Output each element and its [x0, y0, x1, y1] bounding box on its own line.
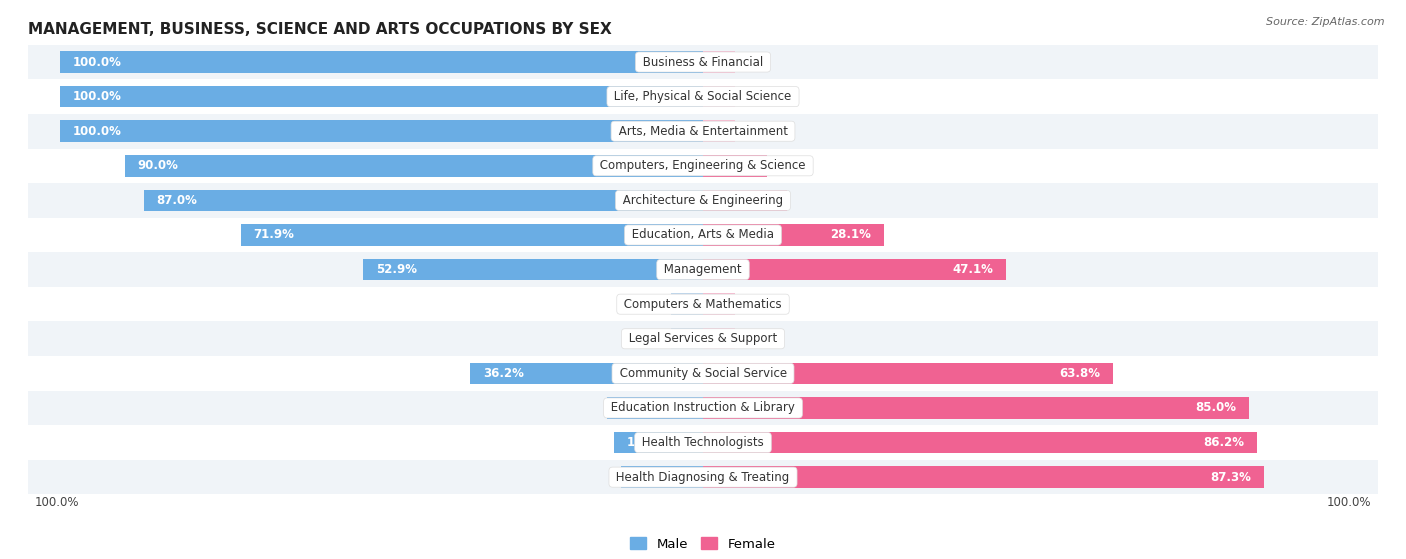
Bar — [28, 183, 1378, 217]
Text: 100.0%: 100.0% — [35, 496, 79, 509]
Bar — [143, 190, 703, 211]
Bar — [28, 79, 1378, 114]
Bar — [363, 259, 703, 280]
Bar — [28, 114, 1378, 149]
Bar — [703, 190, 786, 211]
Text: 90.0%: 90.0% — [138, 159, 179, 172]
Text: 0.0%: 0.0% — [710, 90, 740, 103]
Bar — [125, 155, 703, 177]
Text: 12.7%: 12.7% — [634, 471, 675, 484]
Bar — [28, 460, 1378, 495]
Bar — [60, 121, 703, 142]
Text: 100.0%: 100.0% — [1327, 496, 1371, 509]
Text: 100.0%: 100.0% — [73, 55, 122, 69]
Text: Arts, Media & Entertainment: Arts, Media & Entertainment — [614, 125, 792, 138]
Bar — [703, 121, 735, 142]
Text: 0.0%: 0.0% — [710, 298, 740, 311]
Text: MANAGEMENT, BUSINESS, SCIENCE AND ARTS OCCUPATIONS BY SEX: MANAGEMENT, BUSINESS, SCIENCE AND ARTS O… — [28, 22, 612, 36]
Bar — [28, 45, 1378, 79]
Text: 87.0%: 87.0% — [156, 194, 198, 207]
Text: 85.0%: 85.0% — [1195, 401, 1236, 414]
Bar — [28, 356, 1378, 391]
Text: 0.0%: 0.0% — [666, 332, 696, 345]
Bar — [28, 252, 1378, 287]
Text: 87.3%: 87.3% — [1211, 471, 1251, 484]
Bar — [28, 287, 1378, 321]
Text: Computers, Engineering & Science: Computers, Engineering & Science — [596, 159, 810, 172]
Text: Management: Management — [661, 263, 745, 276]
Text: 100.0%: 100.0% — [73, 125, 122, 138]
Bar — [703, 397, 1250, 419]
Text: Education Instruction & Library: Education Instruction & Library — [607, 401, 799, 414]
Text: Business & Financial: Business & Financial — [638, 55, 768, 69]
Bar — [471, 363, 703, 384]
Text: 13.0%: 13.0% — [733, 194, 773, 207]
Text: 71.9%: 71.9% — [253, 229, 295, 241]
Bar — [60, 86, 703, 107]
Bar — [28, 217, 1378, 252]
Text: 10.0%: 10.0% — [714, 159, 755, 172]
Text: 86.2%: 86.2% — [1204, 436, 1244, 449]
Bar — [703, 155, 768, 177]
Text: 0.0%: 0.0% — [710, 332, 740, 345]
Text: 47.1%: 47.1% — [952, 263, 993, 276]
Bar — [614, 432, 703, 453]
Text: 52.9%: 52.9% — [375, 263, 416, 276]
Bar — [240, 224, 703, 246]
Text: 63.8%: 63.8% — [1059, 367, 1101, 380]
Text: 100.0%: 100.0% — [73, 90, 122, 103]
Bar — [671, 328, 703, 349]
Bar — [28, 425, 1378, 460]
Legend: Male, Female: Male, Female — [626, 532, 780, 556]
Text: Architecture & Engineering: Architecture & Engineering — [619, 194, 787, 207]
Bar — [703, 51, 735, 73]
Bar — [703, 328, 735, 349]
Text: Source: ZipAtlas.com: Source: ZipAtlas.com — [1267, 17, 1385, 27]
Text: 0.0%: 0.0% — [666, 298, 696, 311]
Text: Education, Arts & Media: Education, Arts & Media — [628, 229, 778, 241]
Bar — [28, 149, 1378, 183]
Text: Health Diagnosing & Treating: Health Diagnosing & Treating — [613, 471, 793, 484]
Bar — [703, 363, 1114, 384]
Bar — [703, 466, 1264, 488]
Text: Computers & Mathematics: Computers & Mathematics — [620, 298, 786, 311]
Text: 36.2%: 36.2% — [484, 367, 524, 380]
Bar — [621, 466, 703, 488]
Bar — [703, 432, 1257, 453]
Bar — [703, 259, 1005, 280]
Text: Community & Social Service: Community & Social Service — [616, 367, 790, 380]
Bar — [703, 224, 883, 246]
Bar — [703, 86, 735, 107]
Bar — [60, 51, 703, 73]
Bar — [671, 293, 703, 315]
Text: Life, Physical & Social Science: Life, Physical & Social Science — [610, 90, 796, 103]
Bar — [28, 321, 1378, 356]
Text: 0.0%: 0.0% — [710, 125, 740, 138]
Text: 0.0%: 0.0% — [710, 55, 740, 69]
Text: 28.1%: 28.1% — [830, 229, 870, 241]
Text: Health Technologists: Health Technologists — [638, 436, 768, 449]
Text: Legal Services & Support: Legal Services & Support — [626, 332, 780, 345]
Bar — [606, 397, 703, 419]
Bar — [28, 391, 1378, 425]
Text: 15.0%: 15.0% — [620, 401, 661, 414]
Text: 13.8%: 13.8% — [627, 436, 668, 449]
Bar — [703, 293, 735, 315]
